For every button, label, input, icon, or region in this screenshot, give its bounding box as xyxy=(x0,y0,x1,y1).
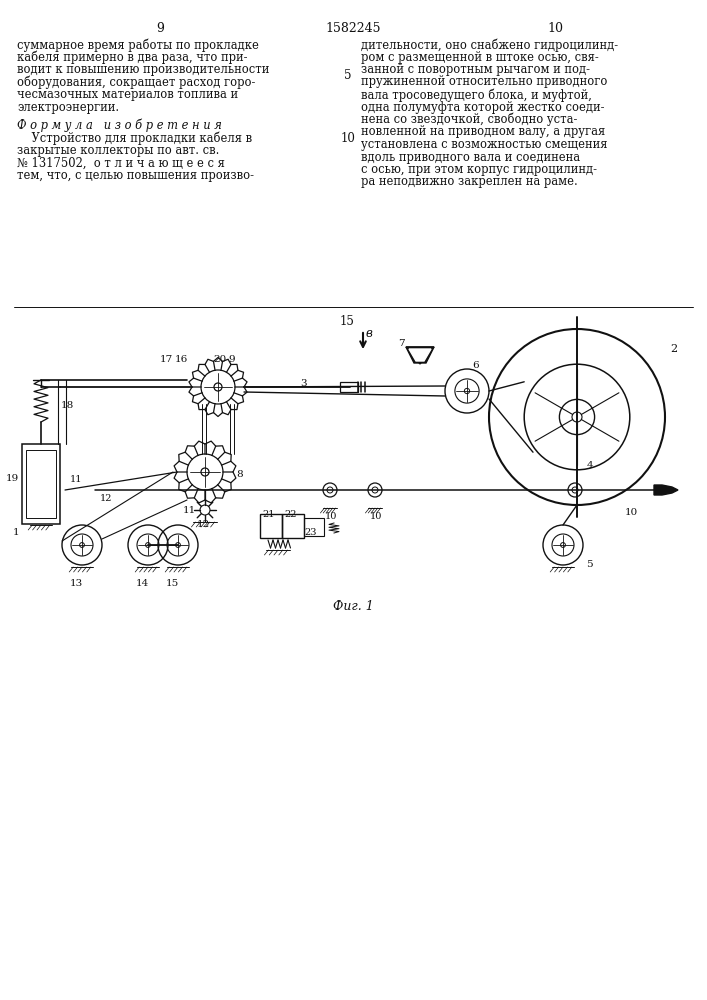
Text: 5: 5 xyxy=(344,69,352,82)
Text: 23: 23 xyxy=(304,528,317,537)
Text: 10: 10 xyxy=(325,512,337,521)
Text: 11: 11 xyxy=(70,475,83,484)
Text: 3: 3 xyxy=(300,379,307,388)
Text: Устройство для прокладки кабеля в: Устройство для прокладки кабеля в xyxy=(17,131,252,145)
Text: 10: 10 xyxy=(547,22,563,35)
Text: закрытые коллекторы по авт. св.: закрытые коллекторы по авт. св. xyxy=(17,144,219,157)
Text: 13: 13 xyxy=(69,579,83,588)
Text: вдоль приводного вала и соединена: вдоль приводного вала и соединена xyxy=(361,150,580,163)
Text: занной с поворотным рычагом и под-: занной с поворотным рычагом и под- xyxy=(361,63,590,76)
Polygon shape xyxy=(409,349,431,361)
Text: 20: 20 xyxy=(213,355,226,364)
Text: 4: 4 xyxy=(587,461,594,470)
Text: с осью, при этом корпус гидроцилинд-: с осью, при этом корпус гидроцилинд- xyxy=(361,163,597,176)
Text: одна полумуфта которой жестко соеди-: одна полумуфта которой жестко соеди- xyxy=(361,101,604,113)
Polygon shape xyxy=(406,347,434,363)
Text: 2: 2 xyxy=(670,344,677,354)
Text: 17: 17 xyxy=(160,355,173,364)
Text: 5: 5 xyxy=(586,560,592,569)
Bar xyxy=(26,450,56,518)
Text: электроэнергии.: электроэнергии. xyxy=(17,101,119,113)
Text: пружиненной относительно приводного: пружиненной относительно приводного xyxy=(361,76,607,89)
Text: 16: 16 xyxy=(175,355,188,364)
Text: 14: 14 xyxy=(135,579,148,588)
Text: 10: 10 xyxy=(625,508,638,517)
Text: 12: 12 xyxy=(100,494,112,503)
Text: 10: 10 xyxy=(341,132,356,145)
Text: ра неподвижно закреплен на раме.: ра неподвижно закреплен на раме. xyxy=(361,176,578,188)
Text: 1582245: 1582245 xyxy=(325,22,381,35)
Text: 22: 22 xyxy=(284,510,296,519)
Text: 8: 8 xyxy=(236,470,243,479)
Text: 15: 15 xyxy=(339,315,354,328)
Text: вала тросоведущего блока, и муфтой,: вала тросоведущего блока, и муфтой, xyxy=(361,88,592,102)
Text: тем, что, с целью повышения произво-: тем, что, с целью повышения произво- xyxy=(17,169,254,182)
Text: 9: 9 xyxy=(228,355,235,364)
Text: 12: 12 xyxy=(197,520,210,529)
Bar xyxy=(22,444,60,524)
Text: установлена с возможностью смещения: установлена с возможностью смещения xyxy=(361,138,607,151)
Text: суммарное время работы по прокладке: суммарное время работы по прокладке xyxy=(17,38,259,51)
Bar xyxy=(340,382,358,392)
Text: нена со звездочкой, свободно уста-: нена со звездочкой, свободно уста- xyxy=(361,113,578,126)
Text: 21: 21 xyxy=(262,510,274,519)
Text: 19: 19 xyxy=(6,474,19,483)
Text: новленной на приводном валу, а другая: новленной на приводном валу, а другая xyxy=(361,125,605,138)
Polygon shape xyxy=(406,347,434,364)
Bar xyxy=(282,514,304,538)
Text: водит к повышению производительности: водит к повышению производительности xyxy=(17,63,269,76)
Text: Ф о р м у л а   и з о б р е т е н и я: Ф о р м у л а и з о б р е т е н и я xyxy=(17,119,222,132)
Text: Фиг. 1: Фиг. 1 xyxy=(332,600,373,613)
Text: 10: 10 xyxy=(370,512,382,521)
Text: № 1317502,  о т л и ч а ю щ е е с я: № 1317502, о т л и ч а ю щ е е с я xyxy=(17,156,225,169)
Text: ром с размещенной в штоке осью, свя-: ром с размещенной в штоке осью, свя- xyxy=(361,50,599,64)
Text: 11: 11 xyxy=(183,506,197,515)
Text: 7: 7 xyxy=(398,339,404,348)
Text: 18: 18 xyxy=(61,401,74,410)
Text: 1: 1 xyxy=(13,528,19,537)
Text: 9: 9 xyxy=(156,22,164,35)
Bar xyxy=(260,514,282,538)
Text: кабеля примерно в два раза, что при-: кабеля примерно в два раза, что при- xyxy=(17,50,247,64)
Text: чесмазочных материалов топлива и: чесмазочных материалов топлива и xyxy=(17,88,238,101)
Text: дительности, оно снабжено гидроцилинд-: дительности, оно снабжено гидроцилинд- xyxy=(361,38,618,51)
Text: оборудования, сокращает расход горо-: оборудования, сокращает расход горо- xyxy=(17,76,255,89)
Text: в: в xyxy=(366,327,373,340)
Bar xyxy=(304,518,324,536)
Polygon shape xyxy=(654,485,678,495)
Text: 6: 6 xyxy=(472,361,479,370)
Text: 15: 15 xyxy=(165,579,179,588)
